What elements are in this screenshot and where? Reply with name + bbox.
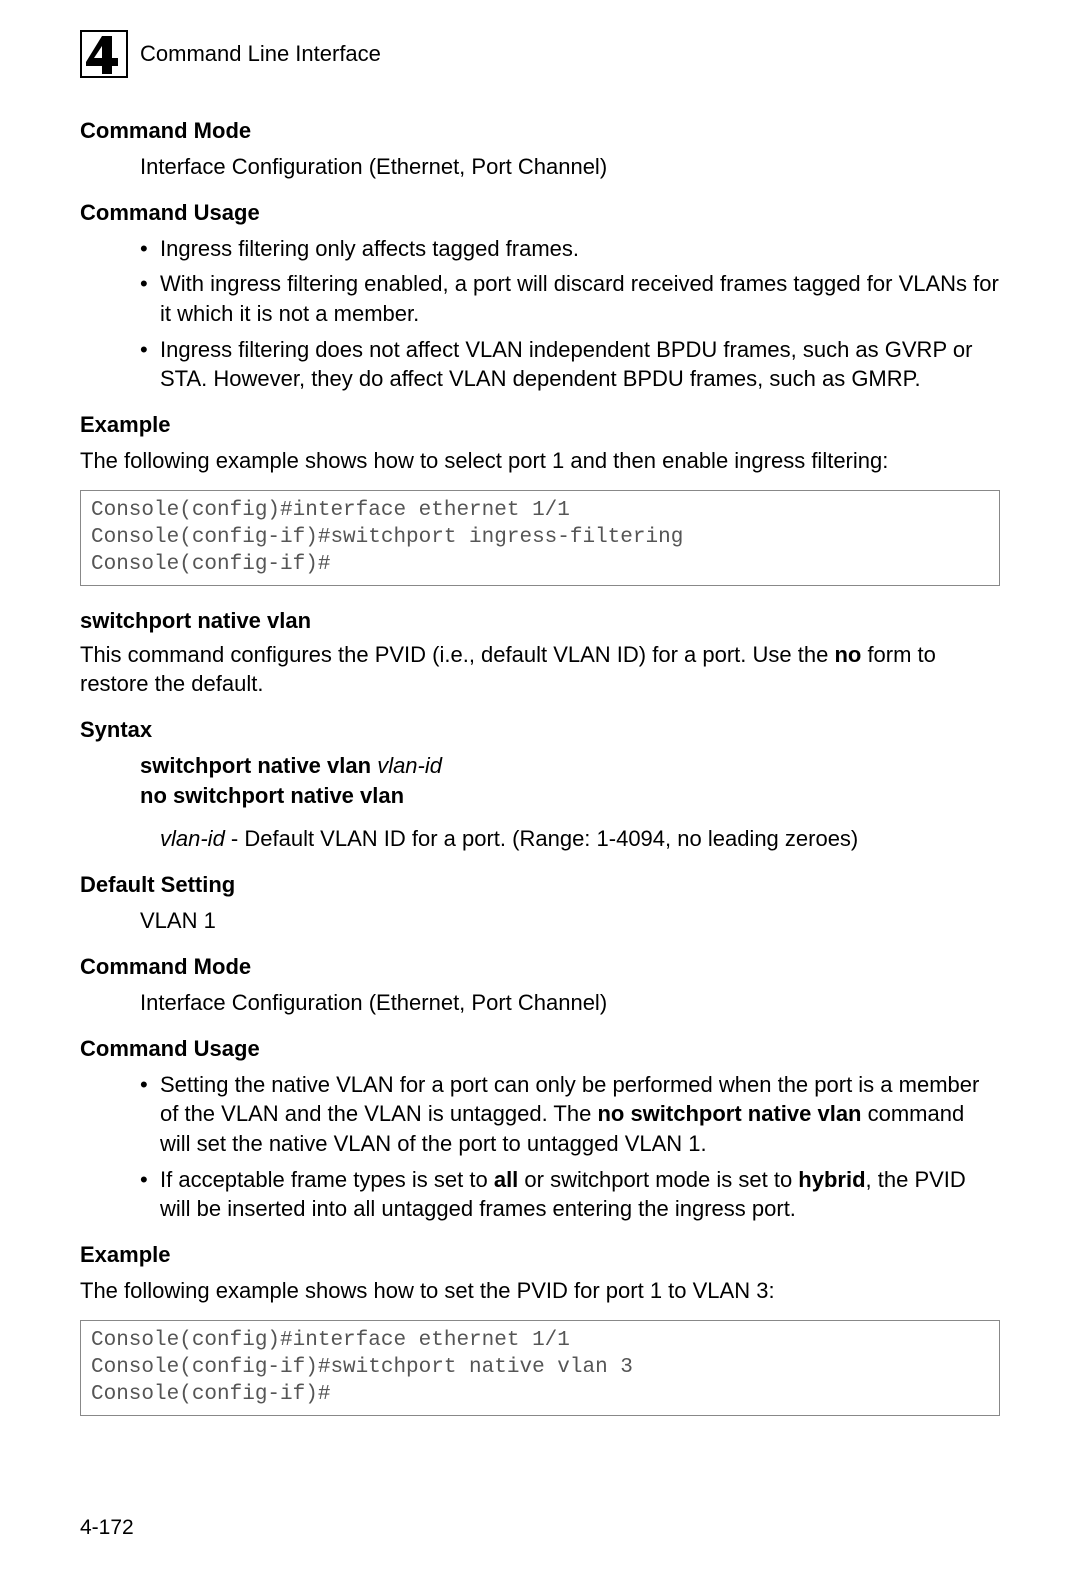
section-heading-syntax: Syntax	[80, 717, 1000, 743]
usage2-pre: If acceptable frame types is set to	[160, 1167, 494, 1192]
desc-pre: This command configures the PVID (i.e., …	[80, 642, 834, 667]
syntax-no-cmd: no switchport native vlan	[140, 783, 404, 808]
section-heading-command-usage-1: Command Usage	[80, 200, 1000, 226]
usage-bullet-list-2: Setting the native VLAN for a port can o…	[140, 1070, 1000, 1224]
param-name: vlan-id	[160, 826, 225, 851]
list-item: Ingress filtering does not affect VLAN i…	[140, 335, 1000, 394]
section-heading-default-setting: Default Setting	[80, 872, 1000, 898]
syntax-arg: vlan-id	[377, 753, 442, 778]
section-heading-command-usage-2: Command Usage	[80, 1036, 1000, 1062]
command-title-switchport-native-vlan: switchport native vlan	[80, 608, 1000, 634]
list-item: With ingress filtering enabled, a port w…	[140, 269, 1000, 328]
list-item: Ingress filtering only affects tagged fr…	[140, 234, 1000, 264]
example-intro-2: The following example shows how to set t…	[80, 1276, 1000, 1306]
page-number: 4-172	[80, 1516, 134, 1540]
param-desc: - Default VLAN ID for a port. (Range: 1-…	[225, 826, 858, 851]
syntax-param-desc: vlan-id - Default VLAN ID for a port. (R…	[160, 824, 1000, 854]
example-intro-1: The following example shows how to selec…	[80, 446, 1000, 476]
code-example-2: Console(config)#interface ethernet 1/1 C…	[80, 1320, 1000, 1416]
usage2-mid: or switchport mode is set to	[518, 1167, 798, 1192]
section-heading-example-2: Example	[80, 1242, 1000, 1268]
default-setting-body: VLAN 1	[140, 906, 1000, 936]
page-header-title: Command Line Interface	[140, 41, 381, 67]
command-mode-body-2: Interface Configuration (Ethernet, Port …	[140, 988, 1000, 1018]
page-header: Command Line Interface	[80, 30, 1000, 78]
command-description: This command configures the PVID (i.e., …	[80, 640, 1000, 699]
code-example-1: Console(config)#interface ethernet 1/1 C…	[80, 490, 1000, 586]
usage2-b1: all	[494, 1167, 518, 1192]
usage1-bold: no switchport native vlan	[597, 1101, 861, 1126]
usage2-b2: hybrid	[798, 1167, 865, 1192]
desc-bold-no: no	[834, 642, 861, 667]
list-item: If acceptable frame types is set to all …	[140, 1165, 1000, 1224]
list-item: Setting the native VLAN for a port can o…	[140, 1070, 1000, 1159]
syntax-line-1: switchport native vlan vlan-id	[140, 751, 1000, 781]
section-heading-command-mode-2: Command Mode	[80, 954, 1000, 980]
syntax-cmd: switchport native vlan	[140, 753, 371, 778]
page-content: Command Line Interface Command Mode Inte…	[0, 0, 1080, 1468]
command-mode-body-1: Interface Configuration (Ethernet, Port …	[140, 152, 1000, 182]
section-heading-command-mode-1: Command Mode	[80, 118, 1000, 144]
chapter-number-icon	[80, 30, 128, 78]
usage-bullet-list-1: Ingress filtering only affects tagged fr…	[140, 234, 1000, 394]
section-heading-example-1: Example	[80, 412, 1000, 438]
syntax-line-2: no switchport native vlan	[140, 781, 1000, 811]
